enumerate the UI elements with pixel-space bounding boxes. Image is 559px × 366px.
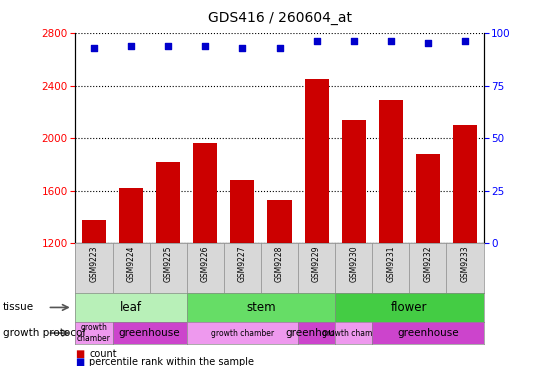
- Point: [349, 38, 358, 44]
- Text: greenhouse: greenhouse: [286, 328, 347, 338]
- Bar: [119, 188, 143, 366]
- Point: [164, 42, 173, 48]
- Text: greenhouse: greenhouse: [397, 328, 459, 338]
- Bar: [416, 154, 440, 366]
- Text: growth chamber: growth chamber: [211, 329, 274, 337]
- Text: GDS416 / 260604_at: GDS416 / 260604_at: [207, 11, 352, 25]
- Text: growth protocol: growth protocol: [3, 328, 85, 338]
- Bar: [267, 200, 292, 366]
- Bar: [82, 220, 106, 366]
- Text: GSM9225: GSM9225: [164, 246, 173, 282]
- Text: growth chamber: growth chamber: [322, 329, 385, 337]
- Text: GSM9231: GSM9231: [386, 246, 395, 282]
- Text: GSM9228: GSM9228: [275, 246, 284, 282]
- Point: [238, 45, 247, 51]
- Bar: [342, 120, 366, 366]
- Point: [201, 42, 210, 48]
- Text: GSM9230: GSM9230: [349, 246, 358, 283]
- Text: ■: ■: [75, 349, 85, 359]
- Point: [89, 45, 98, 51]
- Point: [461, 38, 470, 44]
- Text: ■: ■: [75, 357, 85, 366]
- Text: percentile rank within the sample: percentile rank within the sample: [89, 357, 254, 366]
- Bar: [230, 180, 254, 366]
- Text: GSM9227: GSM9227: [238, 246, 247, 282]
- Text: GSM9232: GSM9232: [423, 246, 433, 282]
- Bar: [453, 125, 477, 366]
- Bar: [156, 162, 180, 366]
- Point: [423, 41, 432, 46]
- Point: [275, 45, 284, 51]
- Bar: [379, 100, 403, 366]
- Text: GSM9233: GSM9233: [461, 246, 470, 283]
- Text: growth
chamber: growth chamber: [77, 323, 111, 343]
- Text: GSM9226: GSM9226: [201, 246, 210, 282]
- Bar: [305, 79, 329, 366]
- Text: tissue: tissue: [3, 302, 34, 313]
- Text: GSM9223: GSM9223: [89, 246, 98, 282]
- Text: count: count: [89, 349, 117, 359]
- Text: flower: flower: [391, 301, 428, 314]
- Bar: [193, 143, 217, 366]
- Text: leaf: leaf: [120, 301, 142, 314]
- Text: greenhouse: greenhouse: [119, 328, 181, 338]
- Point: [312, 38, 321, 44]
- Point: [386, 38, 395, 44]
- Point: [127, 42, 136, 48]
- Text: GSM9224: GSM9224: [126, 246, 136, 282]
- Text: stem: stem: [246, 301, 276, 314]
- Text: GSM9229: GSM9229: [312, 246, 321, 282]
